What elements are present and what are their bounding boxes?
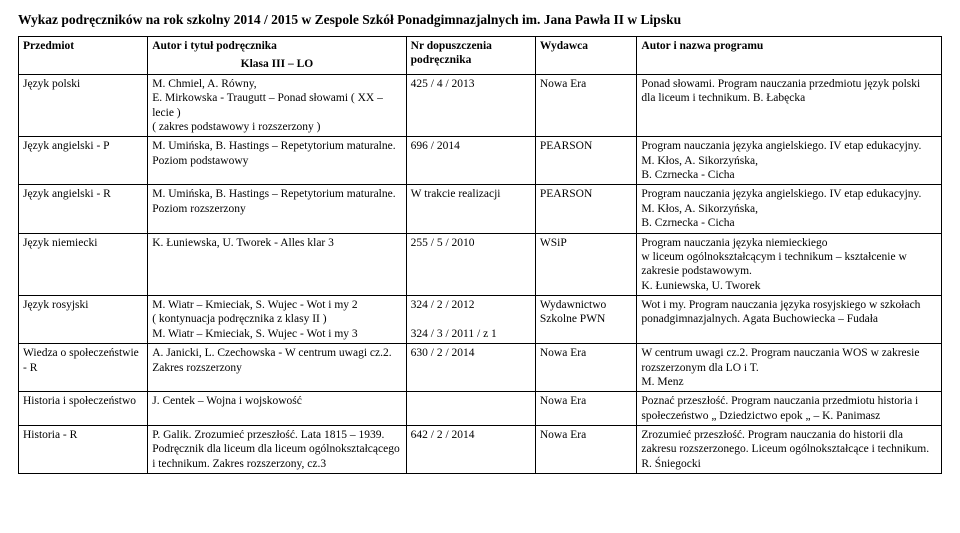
cell-nr: 425 / 4 / 2013 [406, 74, 535, 137]
table-row: Język polski M. Chmiel, A. Równy,E. Mirk… [19, 74, 942, 137]
cell-program: Wot i my. Program nauczania języka rosyj… [637, 296, 942, 344]
cell-nr: 324 / 2 / 2012 324 / 3 / 2011 / z 1 [406, 296, 535, 344]
cell-nr: 630 / 2 / 2014 [406, 344, 535, 392]
cell-program: Program nauczania języka angielskiego. I… [637, 137, 942, 185]
cell-author: M. Umińska, B. Hastings – Repetytorium m… [148, 185, 406, 233]
cell-author: M. Umińska, B. Hastings – Repetytorium m… [148, 137, 406, 185]
col-header-publisher: Wydawca [535, 37, 637, 75]
cell-publisher: Nowa Era [535, 74, 637, 137]
cell-publisher: PEARSON [535, 137, 637, 185]
table-row: Wiedza o społeczeństwie- R A. Janicki, L… [19, 344, 942, 392]
cell-subject: Język polski [19, 74, 148, 137]
cell-author: M. Wiatr – Kmieciak, S. Wujec - Wot i my… [148, 296, 406, 344]
cell-nr: 696 / 2014 [406, 137, 535, 185]
table-row: Język rosyjski M. Wiatr – Kmieciak, S. W… [19, 296, 942, 344]
table-row: Historia i społeczeństwo J. Centek – Woj… [19, 392, 942, 426]
cell-author: A. Janicki, L. Czechowska - W centrum uw… [148, 344, 406, 392]
cell-author: M. Chmiel, A. Równy,E. Mirkowska - Traug… [148, 74, 406, 137]
cell-program: Ponad słowami. Program nauczania przedmi… [637, 74, 942, 137]
cell-nr: 255 / 5 / 2010 [406, 233, 535, 296]
cell-program: Zrozumieć przeszłość. Program nauczania … [637, 426, 942, 474]
cell-publisher: Wydawnictwo Szkolne PWN [535, 296, 637, 344]
cell-subject: Wiedza o społeczeństwie- R [19, 344, 148, 392]
col-header-program: Autor i nazwa programu [637, 37, 942, 75]
cell-subject: Historia - R [19, 426, 148, 474]
cell-subject: Historia i społeczeństwo [19, 392, 148, 426]
cell-nr [406, 392, 535, 426]
col-header-nr: Nr dopuszczenia podręcznika [406, 37, 535, 75]
klasa-label: Klasa III – LO [148, 55, 406, 74]
cell-publisher: WSiP [535, 233, 637, 296]
cell-publisher: PEARSON [535, 185, 637, 233]
cell-nr: 642 / 2 / 2014 [406, 426, 535, 474]
cell-publisher: Nowa Era [535, 344, 637, 392]
cell-subject: Język niemiecki [19, 233, 148, 296]
col-header-subject: Przedmiot [19, 37, 148, 75]
cell-program: Poznać przeszłość. Program nauczania prz… [637, 392, 942, 426]
table-row: Język niemiecki K. Łuniewska, U. Tworek … [19, 233, 942, 296]
table-row: Język angielski - P M. Umińska, B. Hasti… [19, 137, 942, 185]
cell-author: P. Galik. Zrozumieć przeszłość. Lata 181… [148, 426, 406, 474]
cell-subject: Język angielski - R [19, 185, 148, 233]
cell-subject: Język angielski - P [19, 137, 148, 185]
cell-author: K. Łuniewska, U. Tworek - Alles klar 3 [148, 233, 406, 296]
table-row: Język angielski - R M. Umińska, B. Hasti… [19, 185, 942, 233]
table-header-row: Przedmiot Autor i tytuł podręcznika Nr d… [19, 37, 942, 56]
cell-subject: Język rosyjski [19, 296, 148, 344]
cell-nr: W trakcie realizacji [406, 185, 535, 233]
cell-publisher: Nowa Era [535, 392, 637, 426]
cell-author: J. Centek – Wojna i wojskowość [148, 392, 406, 426]
cell-program: Program nauczania języka niemieckiegow l… [637, 233, 942, 296]
cell-program: W centrum uwagi cz.2. Program nauczania … [637, 344, 942, 392]
page-title: Wykaz podręczników na rok szkolny 2014 /… [18, 12, 942, 28]
textbook-table: Przedmiot Autor i tytuł podręcznika Nr d… [18, 36, 942, 474]
table-row: Historia - R P. Galik. Zrozumieć przeszł… [19, 426, 942, 474]
cell-publisher: Nowa Era [535, 426, 637, 474]
col-header-author: Autor i tytuł podręcznika [148, 37, 406, 56]
cell-program: Program nauczania języka angielskiego. I… [637, 185, 942, 233]
